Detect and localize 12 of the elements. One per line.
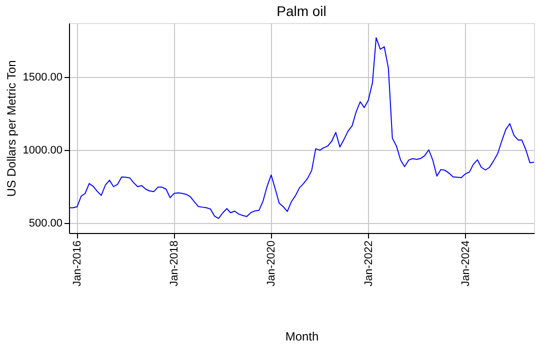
chart-title: Palm oil [276,3,326,19]
x-tick-label: Jan-2016 [72,240,84,286]
line-series [69,37,534,219]
x-tick-label: Jan-2018 [168,240,181,286]
y-tick-label: 1500.00 [22,71,62,84]
y-tick-label: 500.00 [28,217,62,230]
x-tick-label: Jan-2020 [266,240,278,286]
x-tick-label: Jan-2024 [460,240,472,286]
y-axis-title: US Dollars per Metric Ton [4,60,19,197]
x-tick-label: Jan-2022 [362,240,375,286]
y-tick-label: 1000.00 [22,144,62,156]
x-axis-title: Month [285,329,319,344]
